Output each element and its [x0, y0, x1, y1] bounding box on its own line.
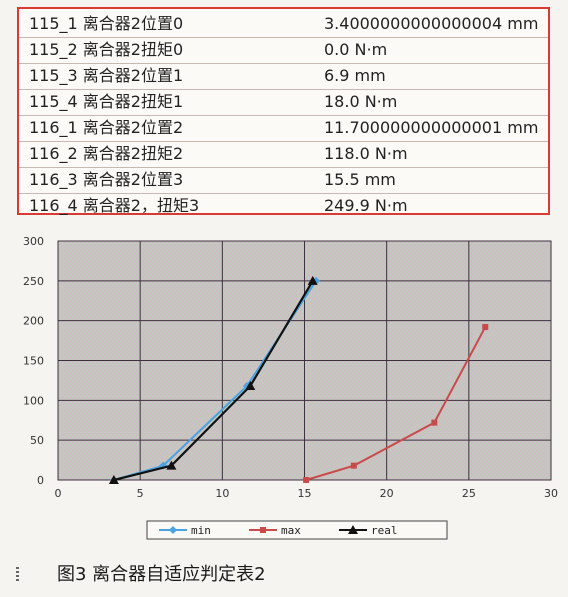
parameter-table: 115_1 离合器2位置0 3.4000000000000004 mm 115_2 …: [17, 7, 550, 215]
param-value: 118.0 N·m: [324, 144, 408, 163]
param-value: 11.700000000000001 mm: [324, 118, 539, 137]
y-tick-label: 150: [23, 355, 44, 368]
param-value: 0.0 N·m: [324, 40, 388, 59]
param-name: 116_1 离合器2位置2: [29, 118, 184, 137]
x-tick-label: 30: [544, 487, 558, 500]
table-row: 116_1 离合器2位置2 11.700000000000001 mm: [19, 115, 548, 141]
row-divider: [19, 193, 548, 194]
row-divider: [19, 89, 548, 90]
margin-mark: [16, 567, 19, 583]
row-divider: [19, 63, 548, 64]
table-row: 115_2 离合器2扭矩0 0.0 N·m: [19, 37, 548, 63]
data-point-max: [350, 462, 357, 469]
table-row: 116_4 离合器2，扭矩3 249.9 N·m: [19, 193, 548, 219]
x-tick-label: 10: [215, 487, 229, 500]
table-row: 115_4 离合器2扭矩1 18.0 N·m: [19, 89, 548, 115]
row-divider: [19, 115, 548, 116]
legend-label-max: max: [281, 524, 301, 537]
param-value: 15.5 mm: [324, 170, 396, 189]
x-tick-label: 0: [55, 487, 62, 500]
table-row: 115_3 离合器2位置1 6.9 mm: [19, 63, 548, 89]
param-value: 18.0 N·m: [324, 92, 398, 111]
series-line-real: [113, 280, 314, 482]
param-value: 6.9 mm: [324, 66, 386, 85]
param-name: 116_2 离合器2扭矩2: [29, 144, 184, 163]
data-point-max: [482, 324, 489, 331]
data-point-real: [166, 460, 177, 470]
y-tick-label: 300: [23, 235, 44, 248]
x-tick-label: 5: [137, 487, 144, 500]
param-name: 115_3 离合器2位置1: [29, 66, 184, 85]
x-tick-label: 15: [298, 487, 312, 500]
y-tick-label: 0: [37, 474, 44, 487]
legend-marker-max: [260, 527, 266, 533]
param-name: 115_4 离合器2扭矩1: [29, 92, 184, 111]
figure-caption: 图3 离合器自适应判定表2: [57, 564, 266, 585]
y-tick-label: 200: [23, 315, 44, 328]
y-tick-label: 100: [23, 394, 44, 407]
legend-box: [146, 520, 448, 540]
legend-label-real: real: [371, 524, 398, 537]
y-tick-label: 250: [23, 275, 44, 288]
param-value: 3.4000000000000004 mm: [324, 14, 539, 33]
clutch-adaptation-chart: 0 50 100 150 200 250 300 0 5 10 15 20 25 30 min max real: [23, 235, 558, 540]
param-name: 115_1 离合器2位置0: [29, 14, 184, 33]
row-divider: [19, 141, 548, 142]
row-divider: [19, 37, 548, 38]
table-row: 116_2 离合器2扭矩2 118.0 N·m: [19, 141, 548, 167]
table-row: 116_3 离合器2位置3 15.5 mm: [19, 167, 548, 193]
table-row: 115_1 离合器2位置0 3.4000000000000004 mm: [19, 11, 548, 37]
param-name: 116_4 离合器2，扭矩3: [29, 196, 200, 215]
data-point-real: [245, 380, 256, 390]
data-point-real: [108, 475, 119, 484]
legend-marker-real: [348, 525, 358, 534]
param-value: 249.9 N·m: [324, 196, 408, 215]
series-line-max: [305, 326, 487, 481]
data-point-real: [307, 275, 318, 285]
row-divider: [19, 167, 548, 168]
x-tick-label: 20: [380, 487, 394, 500]
data-point-max: [303, 477, 310, 483]
param-name: 116_3 离合器2位置3: [29, 170, 184, 189]
legend-marker-min: [169, 526, 177, 534]
y-tick-label: 50: [30, 434, 44, 447]
x-tick-label: 25: [462, 487, 476, 500]
legend-label-min: min: [191, 524, 211, 537]
param-name: 115_2 离合器2扭矩0: [29, 40, 184, 59]
data-point-max: [431, 419, 438, 426]
